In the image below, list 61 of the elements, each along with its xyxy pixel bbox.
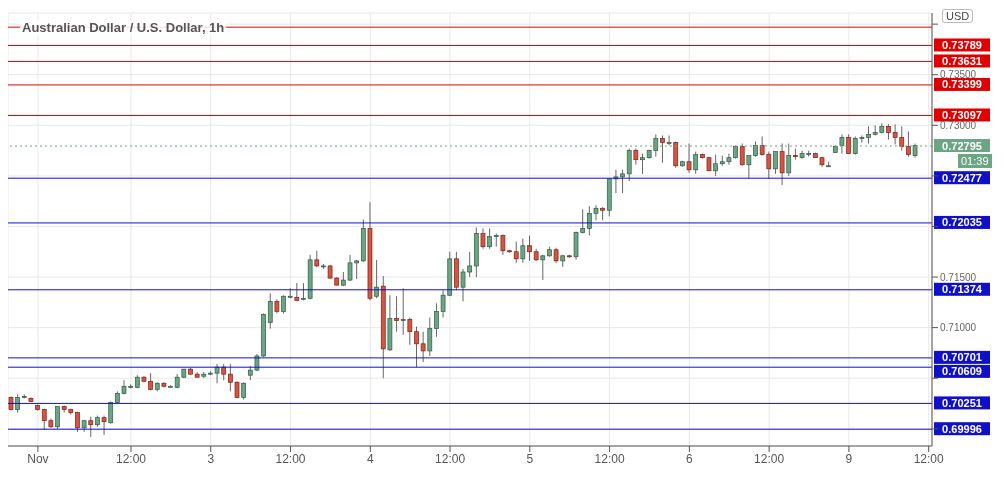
text: USD [942, 9, 974, 23]
y-tick-label: 0.71500 [940, 271, 977, 283]
ref-line-label: 0.73097 [942, 108, 982, 121]
candlestick [108, 400, 114, 425]
candlestick [540, 254, 546, 281]
candlestick [513, 241, 519, 264]
x-tick-label: 4 [366, 451, 374, 466]
ref-line-label: 0.73631 [942, 54, 982, 67]
candlestick [693, 151, 699, 175]
candlestick [487, 227, 492, 250]
ref-line-label: 0.69996 [942, 422, 982, 435]
x-tick-label: 6 [686, 451, 694, 466]
x-tick-label: Nov [27, 451, 49, 466]
candlestick [427, 317, 433, 357]
x-tick-label: 12:00 [115, 451, 147, 466]
x-tick-label: 12:00 [913, 451, 945, 466]
ref-line-label: 0.71374 [942, 283, 983, 296]
candlestick [739, 143, 745, 167]
candlestick [906, 130, 911, 158]
x-tick-label: 12:00 [754, 451, 785, 466]
candlestick [779, 143, 785, 186]
x-tick-label: 3 [207, 451, 215, 466]
text: 01:39 [958, 154, 992, 169]
candlestick [773, 151, 778, 175]
candlestick [400, 287, 406, 336]
ref-line-label: 0.70609 [942, 365, 982, 378]
ref-line-label: 0.73789 [942, 38, 982, 51]
candlestick [846, 133, 851, 155]
candlestick [394, 295, 399, 333]
y-tick-label: 0.71000 [940, 322, 977, 334]
candlestick [673, 140, 679, 169]
ref-line-label: 0.72035 [942, 216, 982, 229]
candlestick [520, 238, 526, 264]
candlestick [374, 259, 379, 299]
y-tick-label: 0.73500 [940, 69, 977, 81]
candlestick [407, 317, 413, 346]
candlestick [713, 154, 718, 177]
x-tick-label: 12:00 [275, 451, 306, 466]
x-tick-label: 9 [845, 451, 853, 466]
candlestick [626, 148, 632, 182]
candlestick [660, 134, 665, 164]
candlestick [55, 406, 60, 430]
candlestick [527, 235, 532, 262]
ref-line-label: 0.70701 [942, 351, 982, 364]
ref-line-label: 0.72795 [942, 139, 982, 152]
candlestick [480, 227, 486, 250]
text: Australian Dollar / U.S. Dollar, 1h [20, 20, 227, 35]
candlestick [686, 143, 692, 174]
x-tick-label: 12:00 [594, 451, 625, 466]
x-tick-label: 5 [526, 451, 534, 466]
ref-line-label: 0.70251 [942, 396, 982, 409]
ref-line-label: 0.73399 [942, 78, 982, 91]
candlestick [267, 292, 273, 330]
x-tick-label: 12:00 [435, 451, 466, 466]
y-tick-label: 0.73000 [940, 119, 977, 131]
candlestick [640, 153, 645, 175]
candlestick [88, 416, 94, 438]
ref-line-label: 0.72477 [942, 171, 982, 184]
candlestick [15, 393, 20, 414]
candlestick [101, 415, 107, 436]
candlestick [281, 294, 286, 314]
